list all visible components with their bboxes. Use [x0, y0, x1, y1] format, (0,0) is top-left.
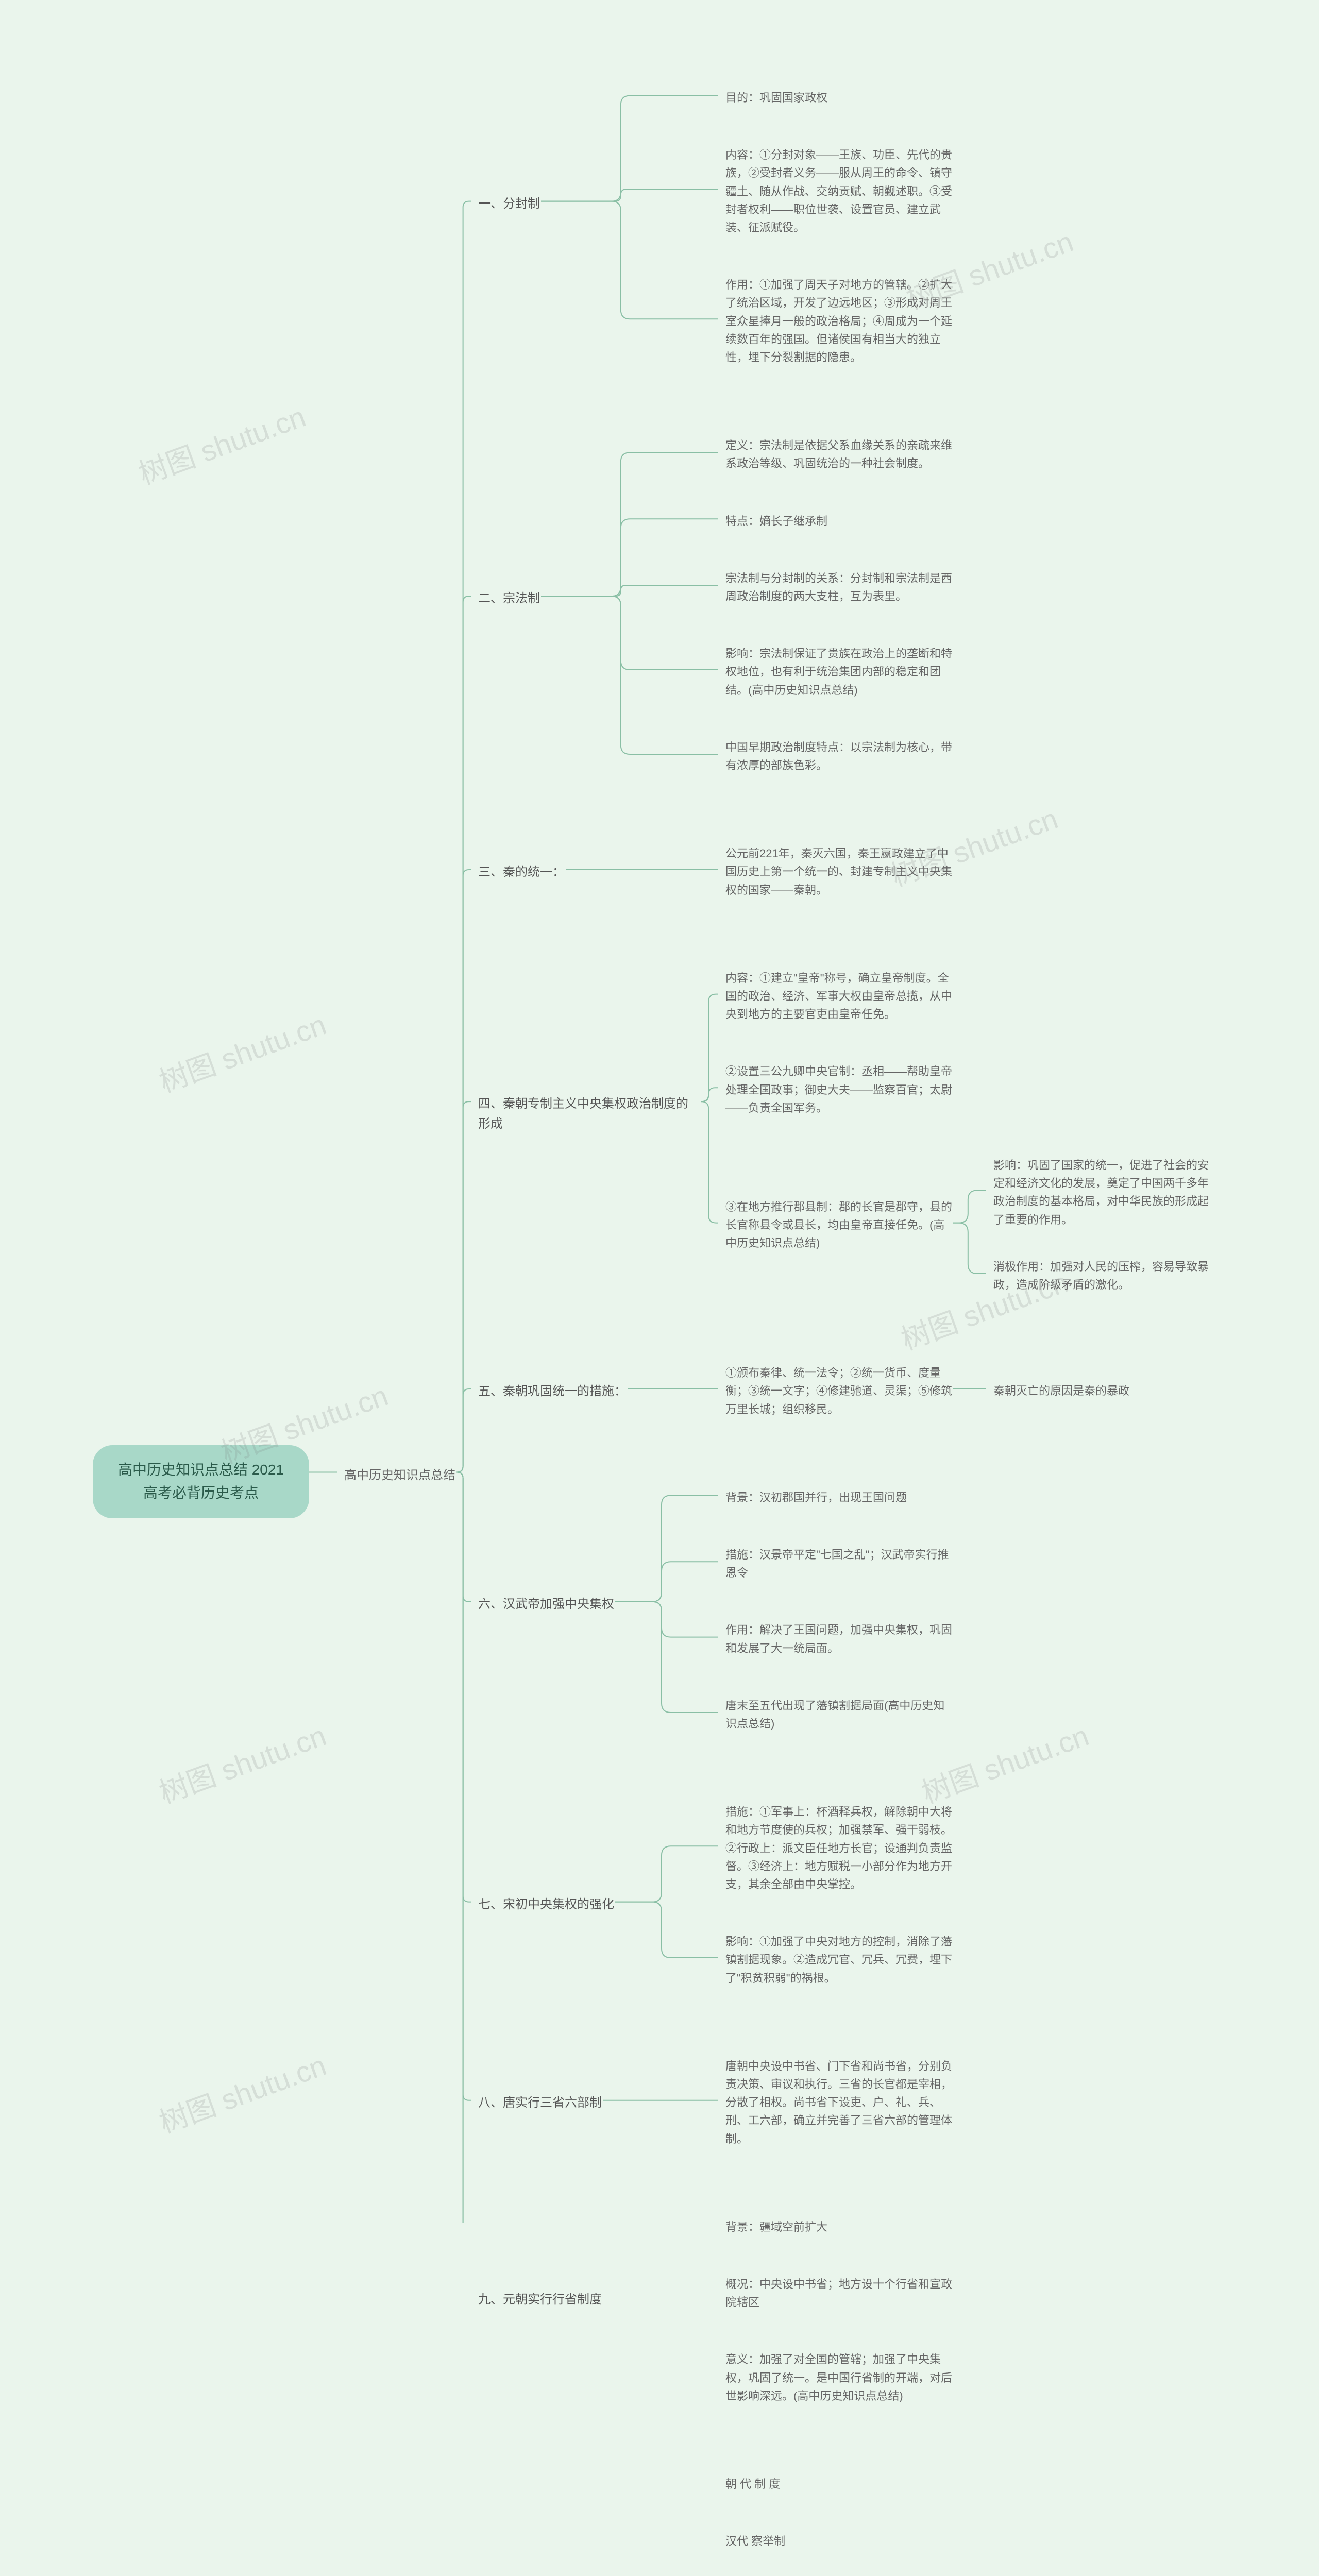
leaf-node: 宗法制与分封制的关系：分封制和宗法制是西周政治制度的两大支柱，互为表里。	[721, 567, 958, 607]
leaf-node: 措施：①军事上：杯酒释兵权，解除朝中大将和地方节度使的兵权；加强禁军、强干弱枝。…	[721, 1801, 958, 1895]
section-node: 八、唐实行三省六部制	[474, 2091, 606, 2115]
leaf-node: ②设置三公九卿中央官制：丞相——帮助皇帝处理全国政事；御史大夫——监察百官；太尉…	[721, 1060, 958, 1119]
watermark: 树图 shutu.cn	[132, 394, 311, 493]
section-node: 七、宋初中央集权的强化	[474, 1893, 618, 1917]
leaf-node: 内容：①建立"皇帝"称号，确立皇帝制度。全国的政治、经济、军事大权由皇帝总揽，从…	[721, 967, 958, 1026]
level1-node: 高中历史知识点总结	[340, 1464, 460, 1487]
leaf-node: 内容：①分封对象——王族、功臣、先代的贵族，②受封者义务——服从周王的命令、镇守…	[721, 144, 958, 239]
sub-leaf-node: 消极作用：加强对人民的压榨，容易导致暴政，造成阶级矛盾的激化。	[989, 1256, 1216, 1296]
leaf-node: 措施：汉景帝平定"七国之乱"；汉武帝实行推恩令	[721, 1544, 958, 1584]
leaf-node: 朝 代 制 度	[721, 2473, 784, 2495]
leaf-node: 唐朝中央设中书省、门下省和尚书省，分别负责决策、审议和执行。三省的长官都是宰相，…	[721, 2055, 958, 2150]
section-node: 五、秦朝巩固统一的措施：	[474, 1380, 631, 1403]
leaf-node: 公元前221年，秦灭六国，秦王嬴政建立了中国历史上第一个统一的、封建专制主义中央…	[721, 842, 958, 901]
leaf-node: 意义：加强了对全国的管辖；加强了中央集权，巩固了统一。是中国行省制的开端，对后世…	[721, 2348, 958, 2407]
leaf-node: ①颁布秦律、统一法令；②统一货币、度量衡；③统一文字；④修建驰道、灵渠；⑤修筑万…	[721, 1362, 958, 1420]
section-node: 二、宗法制	[474, 587, 544, 611]
leaf-node: 作用：解决了王国问题，加强中央集权，巩固和发展了大一统局面。	[721, 1619, 958, 1659]
leaf-node: 定义：宗法制是依据父系血缘关系的亲疏来维系政治等级、巩固统治的一种社会制度。	[721, 434, 958, 474]
leaf-node: 唐末至五代出现了藩镇割据局面(高中历史知识点总结)	[721, 1694, 958, 1735]
leaf-node: 概况：中央设中书省；地方设十个行省和宣政院辖区	[721, 2273, 958, 2313]
root-node: 高中历史知识点总结 2021 高考必背历史考点	[93, 1445, 309, 1518]
section-node: 一、分封制	[474, 192, 544, 216]
section-node: 三、秦的统一：	[474, 860, 569, 884]
root-line2: 高考必背历史考点	[143, 1485, 259, 1501]
watermark: 树图 shutu.cn	[153, 1002, 331, 1100]
leaf-node: 汉代 察举制	[721, 2530, 789, 2552]
leaf-node: ③在地方推行郡县制：郡的长官是郡守，县的长官称县令或县长，均由皇帝直接任免。(高…	[721, 1196, 958, 1255]
sub-leaf-node: 秦朝灭亡的原因是秦的暴政	[989, 1380, 1134, 1402]
leaf-node: 背景：疆域空前扩大	[721, 2216, 832, 2238]
leaf-node: 中国早期政治制度特点：以宗法制为核心，带有浓厚的部族色彩。	[721, 736, 958, 776]
leaf-node: 影响：①加强了中央对地方的控制，消除了藩镇割据现象。②造成冗官、冗兵、冗费，埋下…	[721, 1930, 958, 1989]
section-node: 九、元朝实行行省制度	[474, 2288, 606, 2312]
sub-leaf-node: 影响：巩固了国家的统一，促进了社会的安定和经济文化的发展，奠定了中国两千多年政治…	[989, 1154, 1216, 1231]
watermark: 树图 shutu.cn	[153, 1713, 331, 1811]
leaf-node: 目的：巩固国家政权	[721, 87, 832, 109]
section-node: 六、汉武帝加强中央集权	[474, 1592, 618, 1616]
leaf-node: 作用：①加强了周天子对地方的管辖。②扩大了统治区域，开发了边远地区；③形成对周王…	[721, 274, 958, 368]
watermark: 树图 shutu.cn	[153, 2042, 331, 2141]
root-line1: 高中历史知识点总结 2021	[118, 1462, 284, 1478]
leaf-node: 影响：宗法制保证了贵族在政治上的垄断和特权地位，也有利于统治集团内部的稳定和团结…	[721, 642, 958, 701]
leaf-node: 特点：嫡长子继承制	[721, 510, 832, 532]
leaf-node: 背景：汉初郡国并行，出现王国问题	[721, 1486, 911, 1509]
section-node: 四、秦朝专制主义中央集权政治制度的形成	[474, 1092, 701, 1136]
